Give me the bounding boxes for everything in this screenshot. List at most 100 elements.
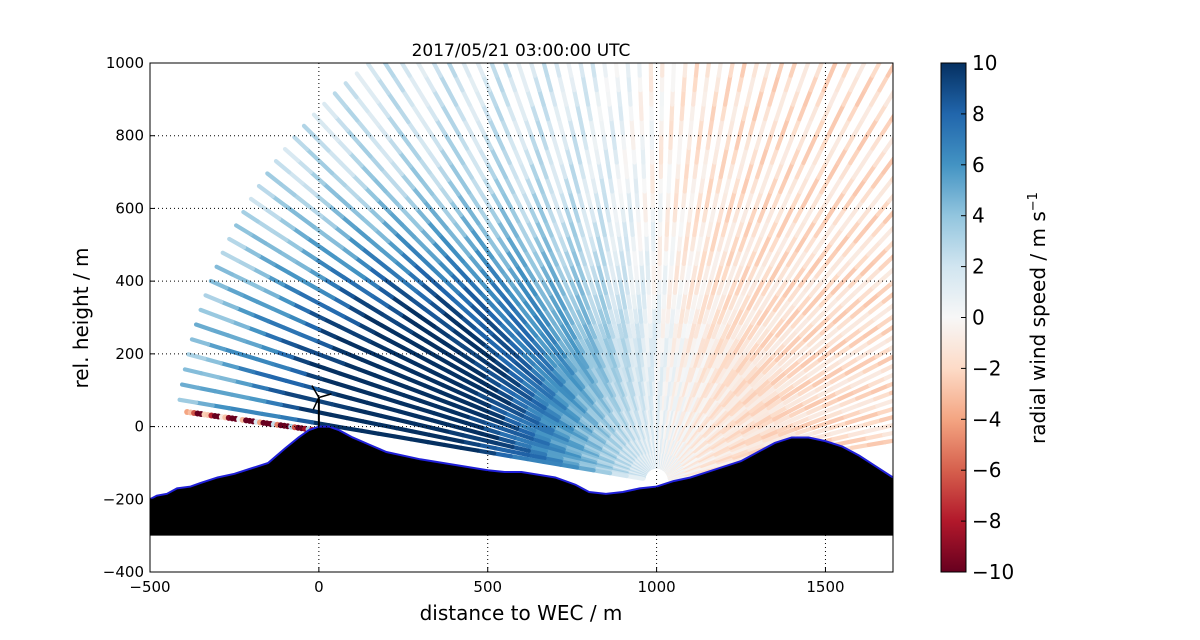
scan-segment [748,163,752,178]
scan-segment [368,64,378,78]
scan-segment [264,334,280,340]
scan-segment [811,105,817,120]
scan-segment [319,161,332,173]
scan-segment [992,238,1006,248]
scan-segment [309,270,324,279]
scan-segment [462,90,469,105]
scan-segment [924,125,935,139]
scan-segment [510,76,515,91]
scan-segment [701,221,704,235]
scan-segment [527,459,544,462]
scan-segment [609,105,611,119]
scan-segment [251,199,265,209]
scan-segment [671,322,672,336]
scan-segment [733,235,738,250]
scan-segment [311,351,327,357]
scan-segment [461,215,471,229]
scan-segment [675,322,677,336]
scan-segment [1010,273,1025,281]
scan-segment [681,307,683,321]
scan-segment [605,148,607,162]
scan-segment [546,177,551,192]
scan-segment [393,76,402,91]
x-tick-label: 1000 [637,578,675,596]
scan-segment [367,403,383,407]
scan-segment [431,134,440,149]
scan-segment [378,366,394,372]
scan-segment [370,156,382,169]
scan-segment [724,264,729,279]
scan-segment [897,412,913,416]
scan-segment [482,243,492,257]
scan-segment [539,90,543,105]
scan-segment [226,288,241,295]
scan-segment [686,307,689,321]
scan-segment [438,399,454,405]
scan-segment [863,149,872,164]
scan-segment [508,221,516,236]
scan-segment [314,227,328,237]
scan-segment [638,336,640,350]
scan-segment [1112,369,1128,373]
scan-segment [706,76,708,90]
colorbar-tick-label: 2 [972,255,985,279]
scan-segment [342,217,355,228]
scan-segment [818,90,824,105]
scan-segment [475,249,486,263]
scan-segment [514,119,520,134]
scan-segment [483,76,489,91]
scan-segment [243,212,257,221]
scan-segment [855,228,866,241]
scan-segment [635,163,636,177]
scan-segment [1096,373,1112,377]
scan-segment [517,236,525,251]
scan-segment [276,161,289,172]
scan-segment [924,200,936,212]
scan-segment [805,90,811,105]
scan-segment [1071,288,1086,295]
scan-segment [758,90,762,104]
scan-segment [648,351,649,365]
scan-segment [628,249,630,263]
scan-segment [515,90,520,105]
scan-segment [695,308,698,322]
scan-segment [375,230,388,242]
scan-segment [409,216,421,229]
y-tick-label: 400 [115,272,144,290]
scan-segment [303,281,318,289]
scan-segment [661,351,662,365]
scan-segment [914,407,930,411]
scan-segment [300,217,314,227]
scan-segment [411,439,428,442]
scan-segment [417,209,429,222]
scan-segment [328,237,342,247]
scan-segment [898,315,912,324]
scan-segment [686,235,688,249]
scan-segment [408,122,418,136]
scan-segment [525,148,531,163]
scan-segment [490,119,497,134]
scan-segment [463,435,479,439]
scan-segment [598,264,602,278]
scan-segment [866,428,882,432]
scan-segment [554,221,560,236]
scan-segment [289,172,302,183]
scan-segment [373,178,385,191]
scan-segment [794,119,800,134]
scan-segment [565,250,571,265]
scan-segment [520,163,526,178]
scan-segment [815,148,822,163]
scan-segment [335,227,349,238]
scan-segment [666,249,667,263]
scan-segment [328,151,340,163]
scan-segment [688,264,690,278]
scan-segment [700,119,702,133]
scan-segment [671,119,672,133]
scan-segment [643,163,644,177]
scan-segment [451,274,463,286]
scan-segment [422,348,437,356]
scan-segment [1002,346,1018,352]
scan-segment [663,307,664,321]
scan-segment [531,163,537,178]
